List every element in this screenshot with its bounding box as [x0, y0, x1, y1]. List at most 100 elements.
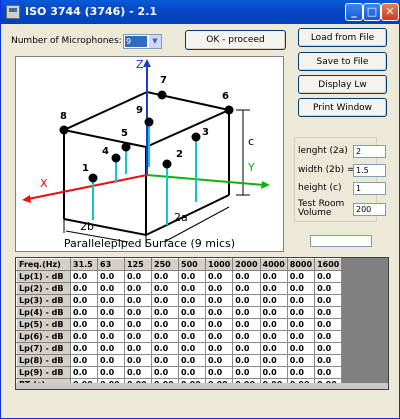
chevron-down-icon[interactable]: ▼ [148, 35, 161, 48]
grid-cell[interactable]: 0.0 [232, 354, 261, 367]
grid-cell[interactable]: 0.0 [259, 354, 288, 367]
load-from-file-button[interactable]: Load from File [298, 28, 387, 47]
grid-cell[interactable]: 0.0 [286, 342, 316, 355]
grid-cell[interactable]: 0.0 [314, 318, 343, 331]
grid-cell[interactable]: 0.0 [178, 354, 206, 367]
title-bar[interactable]: ISO 3744 (3746) - 2.1 _ □ ✕ [1, 0, 399, 24]
volume-input[interactable]: 200 [353, 203, 386, 216]
grid-cell[interactable]: 0.0 [204, 270, 234, 283]
grid-cell[interactable]: 0.0 [124, 294, 152, 307]
close-button[interactable]: ✕ [381, 3, 399, 21]
grid-cell[interactable]: 0.0 [124, 330, 152, 343]
grid-cell[interactable]: 0.0 [232, 366, 261, 379]
maximize-button[interactable]: □ [363, 3, 381, 21]
grid-cell[interactable]: 0.0 [232, 282, 261, 295]
grid-cell[interactable]: 0.0 [124, 306, 152, 319]
grid-cell[interactable]: 0.0 [286, 330, 316, 343]
grid-cell[interactable]: 0.0 [314, 366, 343, 379]
grid-cell[interactable]: 0.0 [314, 270, 343, 283]
grid-cell[interactable]: 0.0 [178, 318, 206, 331]
grid-cell[interactable]: 0.0 [151, 282, 179, 295]
grid-cell[interactable]: 0.0 [259, 306, 288, 319]
grid-cell[interactable]: 0.0 [70, 366, 98, 379]
grid-cell[interactable]: 0.0 [70, 306, 98, 319]
grid-cell[interactable]: 0.0 [97, 354, 125, 367]
grid-cell[interactable]: 0.0 [259, 342, 288, 355]
display-lw-button[interactable]: Display Lw [298, 75, 387, 94]
grid-cell[interactable]: 0.0 [259, 282, 288, 295]
grid-cell[interactable]: 0.0 [286, 366, 316, 379]
grid-cell[interactable]: 0.0 [178, 282, 206, 295]
grid-cell[interactable]: 0.0 [204, 318, 234, 331]
grid-cell[interactable]: 0.0 [314, 354, 343, 367]
grid-cell[interactable]: 0.0 [70, 330, 98, 343]
grid-cell[interactable]: 0.0 [232, 330, 261, 343]
grid-cell[interactable]: 0.0 [178, 342, 206, 355]
grid-cell[interactable]: 0.0 [204, 282, 234, 295]
grid-cell[interactable]: 0.0 [259, 318, 288, 331]
data-grid[interactable]: Freq.(Hz) 31.5 63 125 250 500 1000 2000 4000 8000… [15, 257, 389, 390]
grid-cell[interactable]: 0.0 [314, 294, 343, 307]
grid-cell[interactable]: 0.0 [70, 270, 98, 283]
length-input[interactable]: 2 [353, 145, 386, 158]
grid-cell[interactable]: 0.0 [70, 282, 98, 295]
ok-proceed-button[interactable]: OK - proceed [185, 30, 286, 50]
grid-cell[interactable]: 0.0 [151, 354, 179, 367]
grid-cell[interactable]: 0.0 [286, 282, 316, 295]
grid-cell[interactable]: 0.0 [70, 342, 98, 355]
grid-cell[interactable]: 0.0 [97, 342, 125, 355]
grid-cell[interactable]: 0.0 [97, 270, 125, 283]
grid-cell[interactable]: 0.0 [151, 294, 179, 307]
height-input[interactable]: 1 [353, 182, 386, 195]
grid-cell[interactable]: 0.0 [124, 354, 152, 367]
grid-cell[interactable]: 0.0 [232, 342, 261, 355]
grid-cell[interactable]: 0.0 [259, 294, 288, 307]
grid-cell[interactable]: 0.0 [314, 306, 343, 319]
grid-cell[interactable]: 0.0 [151, 318, 179, 331]
minimize-button[interactable]: _ [345, 3, 363, 21]
grid-cell[interactable]: 0.0 [97, 294, 125, 307]
grid-cell[interactable]: 0.0 [97, 282, 125, 295]
grid-cell[interactable]: 0.0 [286, 294, 316, 307]
grid-cell[interactable]: 0.0 [151, 330, 179, 343]
grid-cell[interactable]: 0.0 [178, 270, 206, 283]
grid-cell[interactable]: 0.0 [286, 354, 316, 367]
grid-cell[interactable]: 0.0 [232, 318, 261, 331]
save-to-file-button[interactable]: Save to File [298, 52, 387, 71]
grid-cell[interactable]: 0.0 [97, 366, 125, 379]
grid-cell[interactable]: 0.0 [97, 318, 125, 331]
grid-cell[interactable]: 0.0 [204, 366, 234, 379]
grid-cell[interactable]: 0.0 [124, 318, 152, 331]
grid-cell[interactable]: 0.0 [124, 366, 152, 379]
grid-cell[interactable]: 0.0 [259, 270, 288, 283]
grid-cell[interactable]: 0.0 [232, 270, 261, 283]
grid-cell[interactable]: 0.0 [204, 294, 234, 307]
grid-cell[interactable]: 0.0 [178, 306, 206, 319]
grid-cell[interactable]: 0.0 [286, 318, 316, 331]
grid-cell[interactable]: 0.0 [151, 342, 179, 355]
horizontal-scrollbar[interactable] [16, 383, 388, 389]
grid-cell[interactable]: 0.0 [232, 294, 261, 307]
grid-cell[interactable]: 0.0 [151, 366, 179, 379]
grid-cell[interactable]: 0.0 [178, 330, 206, 343]
mic-count-select[interactable]: 9 ▼ [123, 34, 162, 49]
print-window-button[interactable]: Print Window [298, 98, 387, 117]
grid-cell[interactable]: 0.0 [97, 306, 125, 319]
grid-cell[interactable]: 0.0 [232, 306, 261, 319]
grid-cell[interactable]: 0.0 [70, 294, 98, 307]
grid-cell[interactable]: 0.0 [178, 366, 206, 379]
grid-cell[interactable]: 0.0 [124, 342, 152, 355]
grid-cell[interactable]: 0.0 [178, 294, 206, 307]
grid-cell[interactable]: 0.0 [124, 270, 152, 283]
grid-cell[interactable]: 0.0 [151, 270, 179, 283]
grid-cell[interactable]: 0.0 [204, 354, 234, 367]
grid-cell[interactable]: 0.0 [286, 270, 316, 283]
grid-cell[interactable]: 0.0 [70, 354, 98, 367]
app-icon[interactable] [6, 5, 20, 19]
grid-cell[interactable]: 0.0 [151, 306, 179, 319]
grid-cell[interactable]: 0.0 [314, 342, 343, 355]
grid-cell[interactable]: 0.0 [286, 306, 316, 319]
grid-cell[interactable]: 0.0 [204, 342, 234, 355]
grid-cell[interactable]: 0.0 [314, 282, 343, 295]
grid-cell[interactable]: 0.0 [124, 282, 152, 295]
